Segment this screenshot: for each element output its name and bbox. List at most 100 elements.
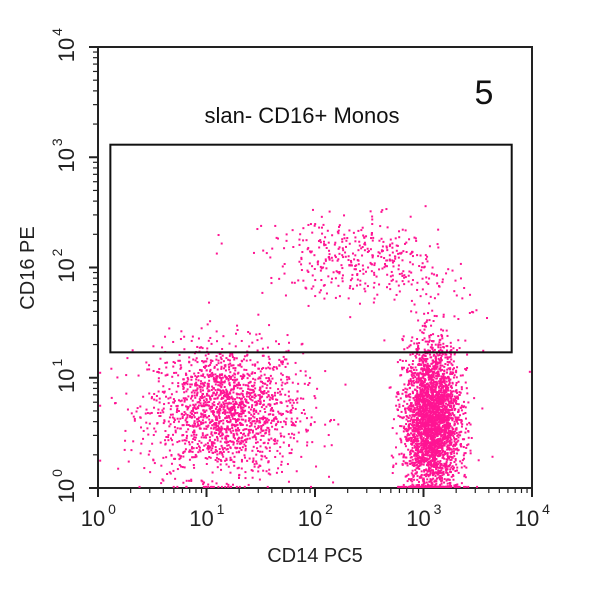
scatter-point xyxy=(448,395,451,398)
scatter-point xyxy=(434,388,437,391)
scatter-point xyxy=(215,435,218,438)
scatter-point xyxy=(167,436,170,439)
scatter-point xyxy=(365,235,368,238)
scatter-point xyxy=(423,401,426,404)
scatter-point xyxy=(452,443,455,446)
scatter-point xyxy=(309,376,312,379)
scatter-point xyxy=(291,381,294,384)
scatter-point xyxy=(251,476,254,479)
scatter-point xyxy=(189,383,192,386)
scatter-point xyxy=(167,439,170,442)
scatter-point xyxy=(201,405,204,408)
scatter-point xyxy=(439,438,442,441)
scatter-point xyxy=(437,370,440,373)
scatter-point xyxy=(212,485,215,488)
scatter-point xyxy=(256,339,259,342)
scatter-point xyxy=(248,418,251,421)
scatter-point xyxy=(210,442,213,445)
scatter-point xyxy=(453,436,456,439)
scatter-point xyxy=(235,419,238,422)
scatter-point xyxy=(307,383,310,386)
scatter-point xyxy=(354,254,357,257)
scatter-point xyxy=(179,417,182,420)
scatter-point xyxy=(221,376,224,379)
scatter-point xyxy=(419,426,422,429)
scatter-point xyxy=(440,375,443,378)
scatter-point xyxy=(328,475,331,478)
scatter-point xyxy=(414,395,417,398)
scatter-point xyxy=(222,422,225,425)
scatter-point xyxy=(251,395,254,398)
scatter-point xyxy=(430,407,433,410)
scatter-point xyxy=(419,379,422,382)
scatter-point xyxy=(442,385,445,388)
scatter-point xyxy=(210,406,213,409)
scatter-point xyxy=(266,420,269,423)
scatter-point xyxy=(232,403,235,406)
scatter-point xyxy=(259,386,262,389)
scatter-point xyxy=(260,428,263,431)
scatter-point xyxy=(455,420,458,423)
scatter-point xyxy=(422,414,425,417)
scatter-point xyxy=(176,441,179,444)
scatter-point xyxy=(445,469,448,472)
scatter-point xyxy=(446,368,449,371)
scatter-point xyxy=(270,437,273,440)
scatter-point xyxy=(210,427,213,430)
scatter-point xyxy=(329,419,332,422)
scatter-point xyxy=(427,365,430,368)
scatter-point xyxy=(426,368,429,371)
scatter-point xyxy=(215,421,218,424)
scatter-point xyxy=(443,418,446,421)
scatter-point xyxy=(258,394,261,397)
scatter-point xyxy=(437,403,440,406)
scatter-point xyxy=(427,427,430,430)
scatter-point xyxy=(257,432,260,435)
scatter-point xyxy=(240,422,243,425)
scatter-point xyxy=(408,460,411,463)
scatter-point xyxy=(194,389,197,392)
scatter-point xyxy=(247,385,250,388)
scatter-point xyxy=(442,453,445,456)
scatter-point xyxy=(418,395,421,398)
scatter-point xyxy=(173,371,176,374)
scatter-point xyxy=(431,367,434,370)
scatter-point xyxy=(211,444,214,447)
scatter-point xyxy=(221,373,224,376)
scatter-point xyxy=(422,443,425,446)
scatter-point xyxy=(447,421,450,424)
scatter-point xyxy=(467,401,470,404)
scatter-point xyxy=(428,402,431,405)
scatter-point xyxy=(255,333,258,336)
scatter-point xyxy=(323,445,326,448)
scatter-point xyxy=(247,331,250,334)
scatter-point xyxy=(242,383,245,386)
scatter-point xyxy=(410,418,413,421)
scatter-point xyxy=(465,368,468,371)
scatter-point xyxy=(291,406,294,409)
scatter-point xyxy=(419,329,422,332)
scatter-point xyxy=(442,413,445,416)
scatter-point xyxy=(454,390,457,393)
scatter-point xyxy=(426,392,429,395)
scatter-point xyxy=(185,439,188,442)
scatter-point xyxy=(411,336,414,339)
scatter-point xyxy=(259,387,262,390)
scatter-point xyxy=(205,369,208,372)
scatter-point xyxy=(410,310,413,313)
scatter-point xyxy=(252,410,255,413)
scatter-point xyxy=(190,383,193,386)
scatter-point xyxy=(435,382,438,385)
scatter-point xyxy=(405,368,408,371)
scatter-point xyxy=(212,442,215,445)
scatter-point xyxy=(281,455,284,458)
scatter-point xyxy=(238,474,241,477)
scatter-point xyxy=(197,445,200,448)
scatter-point xyxy=(300,455,303,458)
scatter-point xyxy=(151,442,154,445)
scatter-point xyxy=(430,386,433,389)
scatter-point xyxy=(373,264,376,267)
scatter-point xyxy=(412,405,415,408)
scatter-point xyxy=(265,405,268,408)
scatter-point xyxy=(205,485,208,488)
